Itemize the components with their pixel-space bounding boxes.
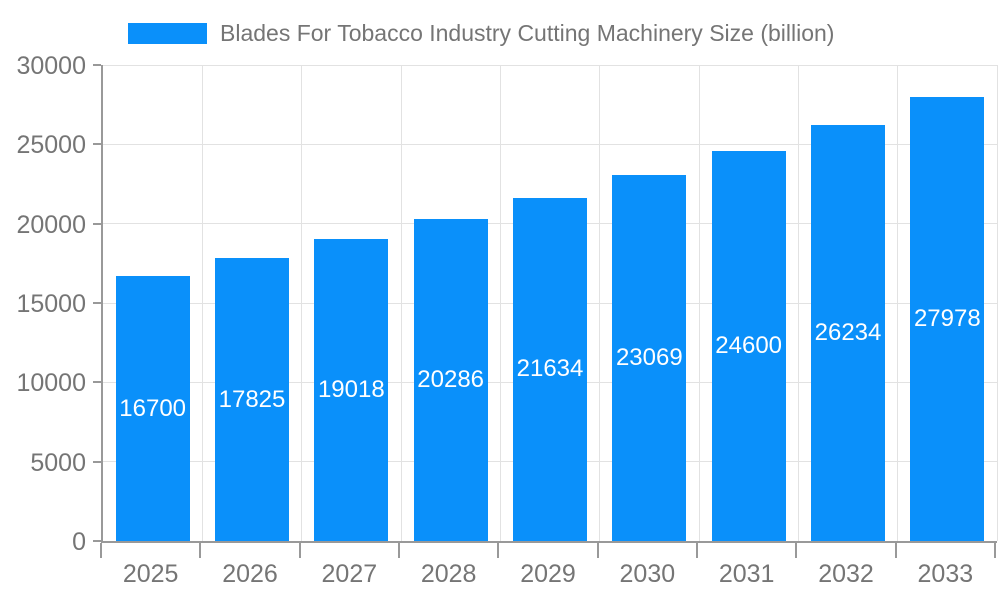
x-axis-tick	[596, 543, 599, 558]
bar[interactable]: 20286	[413, 219, 488, 541]
bar[interactable]: 26234	[811, 124, 885, 541]
x-axis-tick	[398, 543, 400, 558]
y-axis-label: 25000	[16, 131, 86, 160]
gridline-v	[201, 65, 203, 541]
y-axis-tick	[93, 64, 101, 66]
x-axis-label: 2029	[520, 560, 576, 588]
bar-value-label: 16700	[119, 394, 187, 422]
bar[interactable]: 16700	[115, 276, 190, 541]
y-axis-label: 15000	[16, 290, 86, 318]
bar-value-label: 19018	[317, 376, 385, 404]
gridline-v	[897, 65, 899, 541]
bar[interactable]: 27978	[910, 97, 985, 541]
gridline-v	[797, 65, 799, 541]
bar[interactable]: 21634	[513, 197, 587, 541]
gridline-v	[400, 65, 402, 541]
bar[interactable]: 17825	[215, 258, 289, 541]
gridline-v	[301, 65, 303, 541]
x-axis-tick	[795, 543, 798, 558]
bar-value-label: 20286	[417, 366, 485, 394]
x-axis-tick	[696, 543, 698, 558]
y-axis-label: 20000	[16, 210, 86, 239]
y-axis-tick	[93, 222, 101, 225]
bar-value-label: 26234	[814, 318, 882, 346]
y-axis-tick	[93, 302, 101, 304]
y-axis-tick	[93, 540, 101, 542]
y-axis-tick	[93, 460, 101, 463]
x-axis-tick	[994, 543, 996, 558]
bar[interactable]: 24600	[711, 150, 786, 541]
x-axis-label: 2025	[122, 560, 179, 588]
plot-area: 16700 17825 19018 20286 21634 23069 24600 26234…	[101, 64, 998, 543]
legend-label: Blades For Tobacco Industry Cutting Mach…	[220, 20, 835, 46]
x-axis-tick	[894, 543, 897, 558]
y-axis-tick	[93, 143, 101, 146]
bar-value-label: 17825	[218, 385, 286, 413]
gridline-h	[103, 143, 997, 145]
x-axis-label: 2028	[420, 560, 477, 588]
gridline-h	[103, 64, 997, 66]
x-axis-label: 2032	[818, 560, 874, 588]
gridline-v	[599, 65, 601, 541]
bar-value-label: 21634	[516, 355, 584, 383]
x-axis-label: 2033	[917, 560, 974, 588]
y-axis-tick	[93, 381, 101, 384]
x-axis-tick	[298, 543, 301, 558]
x-axis-tick	[100, 543, 102, 558]
y-axis-label: 30000	[16, 52, 86, 80]
x-axis-label: 2027	[321, 560, 378, 588]
bar-value-label: 24600	[715, 331, 783, 359]
x-axis-label: 2026	[222, 560, 278, 588]
y-axis-label: 5000	[30, 448, 86, 477]
x-axis-label: 2030	[619, 560, 676, 588]
bar-value-label: 27978	[913, 305, 981, 333]
x-axis-tick	[199, 543, 202, 558]
bar-value-label: 23069	[615, 343, 683, 371]
gridline-v	[698, 65, 700, 541]
y-axis-label: 0	[72, 528, 86, 556]
y-axis-label: 10000	[16, 369, 86, 398]
legend-swatch	[128, 23, 207, 44]
x-axis-tick	[497, 543, 500, 558]
gridline-v	[499, 65, 501, 541]
bar[interactable]: 19018	[314, 239, 389, 541]
legend[interactable]: Blades For Tobacco Industry Cutting Mach…	[128, 21, 834, 46]
bar[interactable]: 23069	[612, 174, 687, 541]
gridline-v	[996, 65, 998, 541]
x-axis-label: 2031	[718, 560, 775, 588]
